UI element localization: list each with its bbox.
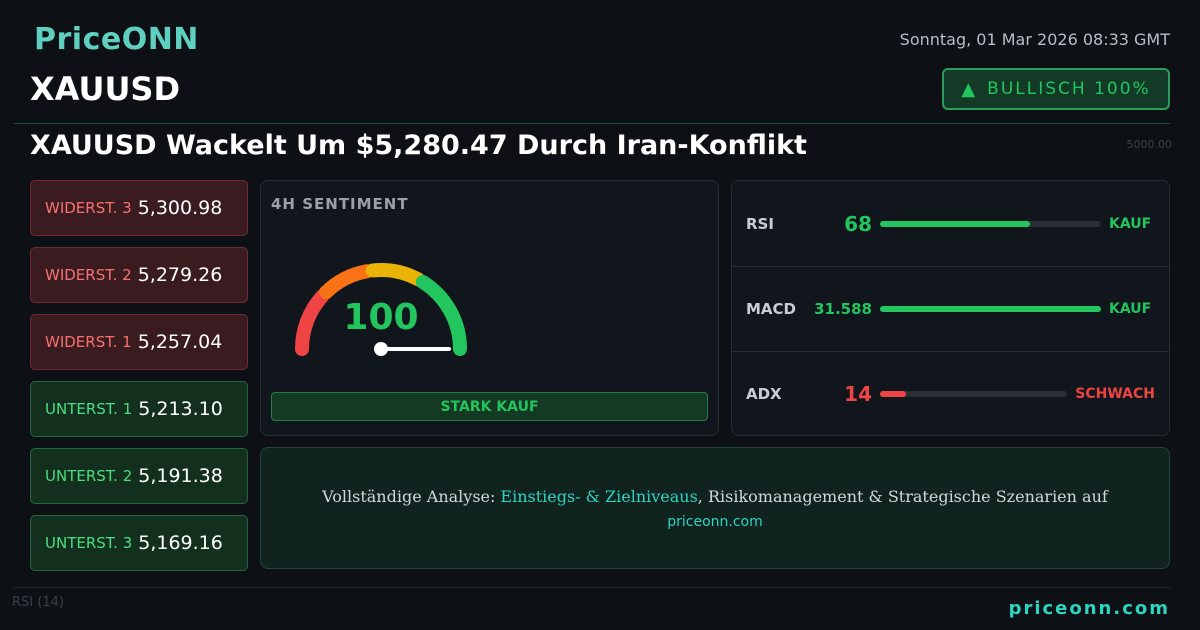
- indicator-value: 14: [844, 382, 872, 406]
- level-label: WIDERST. 1: [45, 333, 132, 351]
- indicator-signal: KAUF: [1109, 301, 1152, 317]
- indicator-name: ADX: [746, 385, 782, 403]
- headline: XAUUSD Wackelt Um $5,280.47 Durch Iran-K…: [30, 130, 807, 161]
- gauge-value: 100: [343, 297, 418, 338]
- gauge-hub: [374, 342, 388, 356]
- indicator-row: MACD 31.588 KAUF: [732, 266, 1169, 351]
- brand: priceonn.com: [1008, 598, 1170, 619]
- badge: BULLISCH 100%: [942, 68, 1170, 110]
- level-box: WIDERST. 1 5,257.04: [30, 314, 248, 370]
- gauge: 100: [295, 263, 467, 356]
- level-box: UNTERST. 1 5,213.10: [30, 381, 248, 437]
- indicator-track: [880, 391, 1068, 397]
- level-label: UNTERST. 2: [45, 467, 133, 485]
- level-label: WIDERST. 3: [45, 199, 132, 217]
- cta-before: Vollständige Analyse:: [322, 487, 496, 506]
- divider: [14, 587, 1170, 588]
- cta-after: , Risikomanagement & Strategische Szenar…: [697, 487, 1108, 506]
- sentiment-panel: 4H SENTIMENT 100 STARK KAUF: [260, 180, 719, 436]
- indicator-panel: RSI 68 KAUF MACD 31.588 KAUF ADX 14 SCHWACH: [731, 180, 1170, 436]
- indicator-signal: KAUF: [1109, 215, 1152, 232]
- indicator-fill: [880, 306, 1101, 312]
- verdict: STARK KAUF: [271, 392, 708, 421]
- indicator-value: 68: [844, 211, 872, 236]
- bg-indicator: RSI (14): [12, 595, 64, 610]
- level-value: 5,169.16: [138, 532, 223, 554]
- divider: [14, 123, 1170, 124]
- cta-link: Einstiegs- & Zielniveaus: [500, 487, 698, 506]
- symbol: XAUUSD: [30, 70, 181, 108]
- indicator-row: ADX 14 SCHWACH: [732, 351, 1169, 436]
- sentiment-title: 4H SENTIMENT: [271, 195, 409, 213]
- cta-site: priceonn.com: [667, 514, 763, 530]
- level-box: WIDERST. 2 5,279.26: [30, 247, 248, 303]
- indicator-fill: [880, 391, 907, 397]
- level-box: WIDERST. 3 5,300.98: [30, 180, 248, 236]
- bg-indicator-name: RSI: [12, 595, 34, 610]
- level-value: 5,300.98: [137, 197, 223, 219]
- logo: PriceONN: [34, 22, 199, 57]
- indicator-fill: [880, 220, 1031, 227]
- indicator-name: MACD: [746, 300, 796, 318]
- gauge-zone: [365, 263, 426, 287]
- gauge-zone: [319, 264, 375, 300]
- gauge-zone: [295, 289, 330, 356]
- level-value: 5,191.38: [138, 465, 223, 487]
- gauge-zone: [415, 275, 467, 356]
- indicator-track: [880, 306, 1101, 312]
- indicator-track: [880, 220, 1101, 227]
- level-label: UNTERST. 1: [45, 400, 133, 418]
- level-value: 5,213.10: [138, 398, 223, 420]
- level-label: UNTERST. 3: [45, 534, 133, 552]
- bg-price-label: 5000.00: [1126, 138, 1173, 151]
- level-label: WIDERST. 2: [45, 266, 132, 284]
- cta-text: Vollständige Analyse: Einstiegs- & Zielni…: [261, 487, 1169, 506]
- level-box: UNTERST. 2 5,191.38: [30, 448, 248, 504]
- indicator-value: 31.588: [814, 300, 872, 318]
- indicator-name: RSI: [746, 214, 774, 233]
- bg-indicator-period: (14): [37, 595, 64, 610]
- level-value: 5,257.04: [137, 331, 223, 353]
- date: Sonntag, 01 Mar 2026 08:33 GMT: [899, 30, 1170, 49]
- cta-box: Vollständige Analyse: Einstiegs- & Zielni…: [260, 447, 1170, 569]
- indicator-signal: SCHWACH: [1075, 386, 1155, 402]
- indicator-row: RSI 68 KAUF: [732, 181, 1169, 266]
- level-value: 5,279.26: [137, 264, 223, 286]
- level-box: UNTERST. 3 5,169.16: [30, 515, 248, 571]
